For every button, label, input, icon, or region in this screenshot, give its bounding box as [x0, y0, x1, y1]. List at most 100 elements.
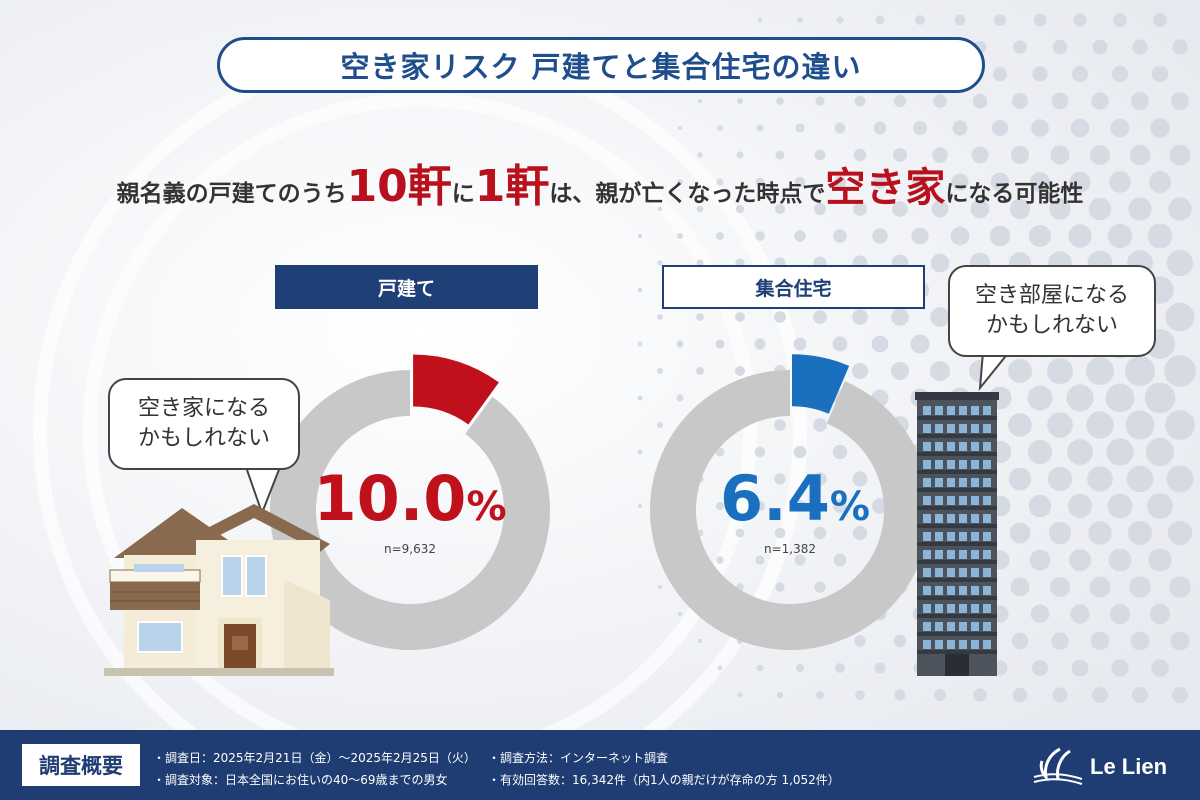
background-dot	[950, 226, 970, 246]
background-dot	[757, 17, 763, 23]
background-dot	[873, 175, 887, 189]
background-dot	[1029, 225, 1051, 247]
background-dot	[1144, 382, 1176, 414]
background-dot	[1030, 172, 1050, 192]
background-dot	[774, 203, 786, 215]
label-apartment: 集合住宅	[662, 265, 925, 309]
background-dot	[637, 341, 643, 347]
background-dot	[854, 635, 866, 647]
background-dot	[836, 16, 844, 24]
background-dot	[954, 14, 966, 26]
background-dot	[994, 14, 1006, 26]
background-dot	[1106, 438, 1134, 466]
background-dot	[1070, 118, 1090, 138]
background-dot	[814, 149, 826, 161]
background-dot	[1051, 92, 1069, 110]
headline-pre: 親名義の戸建てのうち	[116, 181, 347, 207]
background-dot	[1132, 39, 1148, 55]
background-dot	[657, 368, 663, 374]
background-dot	[1147, 493, 1173, 519]
background-dot	[893, 148, 907, 162]
background-dot	[853, 202, 867, 216]
background-dot	[873, 121, 887, 135]
background-dot	[1131, 686, 1149, 704]
percent-apartment: 6.4%	[645, 462, 945, 535]
background-dot	[852, 525, 868, 541]
background-dot	[835, 663, 845, 673]
background-dot	[833, 229, 847, 243]
background-dot	[1069, 549, 1091, 571]
background-dot	[970, 199, 990, 219]
bubble-house-line1: 空き家になる	[137, 396, 270, 422]
background-dot	[1164, 355, 1196, 387]
background-dot	[735, 528, 745, 538]
speech-bubble-house: 空き家になる かもしれない	[108, 378, 300, 470]
background-dot	[833, 553, 847, 567]
background-dot	[794, 176, 806, 188]
background-dot	[893, 634, 907, 648]
background-dot	[1068, 494, 1092, 518]
headline-mid1: に	[451, 181, 475, 207]
background-dot	[1072, 66, 1088, 82]
background-dot	[1110, 118, 1130, 138]
headline-big-ten: 10軒	[346, 161, 452, 212]
background-dot	[1113, 13, 1127, 27]
background-dot	[1105, 383, 1135, 413]
background-dot	[1048, 521, 1072, 545]
background-dot	[816, 691, 824, 699]
background-dot	[735, 312, 745, 322]
background-dot	[755, 231, 765, 241]
background-dot	[1111, 65, 1129, 83]
donut-slice-remainder	[270, 370, 550, 650]
background-dot	[755, 501, 765, 511]
background-dot	[1092, 39, 1108, 55]
background-dot	[637, 395, 643, 401]
background-dot	[891, 308, 909, 326]
background-dot	[815, 96, 825, 106]
background-dot	[1070, 604, 1090, 624]
background-dot	[1147, 223, 1173, 249]
background-dot	[871, 335, 889, 353]
background-dot	[1050, 145, 1070, 165]
background-dot	[853, 148, 867, 162]
background-dot	[1009, 522, 1031, 544]
survey-summary-tag: 調査概要	[22, 744, 140, 786]
brand-name: Le Lien	[1090, 754, 1168, 779]
background-dot	[1028, 494, 1052, 518]
background-dot	[892, 201, 908, 217]
background-dot	[1167, 520, 1193, 546]
background-dot	[737, 98, 743, 104]
background-dot	[1151, 65, 1169, 83]
background-dot	[1149, 603, 1171, 625]
background-dot	[793, 337, 807, 351]
background-dot	[793, 445, 807, 459]
background-dot	[1153, 13, 1167, 27]
background-dot	[1051, 632, 1069, 650]
background-dot	[852, 363, 868, 379]
background-dot	[1033, 13, 1047, 27]
background-dot	[637, 287, 643, 293]
survey-method: ・調査方法：インターネット調査	[488, 751, 669, 765]
background-dot	[754, 446, 766, 458]
background-dot	[1010, 145, 1030, 165]
background-dot	[1107, 223, 1133, 249]
background-dot	[1027, 439, 1053, 465]
background-dot	[637, 449, 643, 455]
background-dot	[1128, 521, 1152, 545]
background-dot	[697, 638, 703, 644]
background-dot	[813, 418, 827, 432]
survey-date: ・調査日：2025年2月21日（金）～2025年2月25日（火）	[153, 751, 476, 765]
background-dot	[696, 313, 704, 321]
background-dot	[794, 500, 806, 512]
background-dot	[1165, 302, 1195, 332]
background-dot	[1108, 548, 1132, 572]
background-dot	[737, 692, 743, 698]
background-dot	[931, 200, 949, 218]
background-dot	[1011, 632, 1029, 650]
background-dot	[855, 690, 865, 700]
speech-bubble-apartment: 空き部屋になる かもしれない	[948, 265, 1156, 357]
background-dot	[910, 334, 930, 354]
background-dot	[933, 688, 947, 702]
donut-chart-detached	[270, 354, 550, 650]
headline-post: になる可能性	[945, 181, 1084, 207]
